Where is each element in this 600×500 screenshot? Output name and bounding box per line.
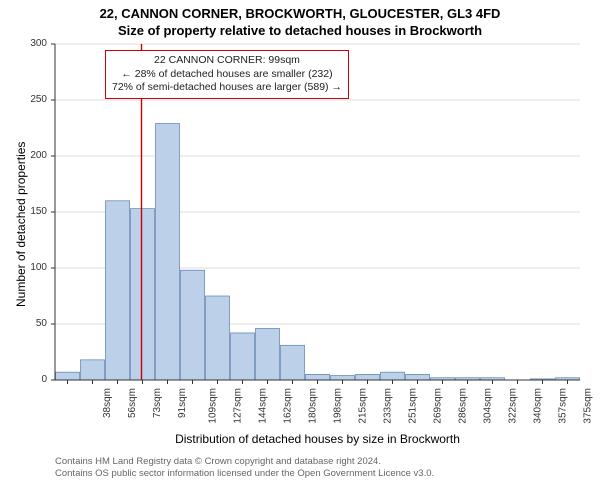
x-tick-label: 251sqm — [407, 388, 418, 424]
footer-line-1: Contains HM Land Registry data © Crown c… — [55, 456, 434, 468]
x-tick-label: 215sqm — [357, 388, 368, 424]
x-tick-label: 73sqm — [152, 388, 163, 418]
annotation-box: 22 CANNON CORNER: 99sqm ← 28% of detache… — [105, 50, 349, 99]
x-tick-label: 233sqm — [382, 388, 393, 424]
y-tick-label: 300 — [17, 38, 47, 49]
x-tick-label: 109sqm — [207, 388, 218, 424]
y-tick-label: 50 — [17, 318, 47, 329]
x-tick-label: 56sqm — [127, 388, 138, 418]
annotation-line-3: 72% of semi-detached houses are larger (… — [112, 81, 342, 95]
x-tick-label: 144sqm — [257, 388, 268, 424]
y-axis-label: Number of detached properties — [14, 142, 28, 307]
x-tick-label: 286sqm — [457, 388, 468, 424]
x-tick-label: 127sqm — [232, 388, 243, 424]
x-tick-label: 340sqm — [532, 388, 543, 424]
x-tick-label: 269sqm — [432, 388, 443, 424]
x-tick-label: 180sqm — [307, 388, 318, 424]
x-tick-label: 375sqm — [582, 388, 593, 424]
x-tick-label: 38sqm — [102, 388, 113, 418]
x-tick-label: 198sqm — [332, 388, 343, 424]
annotation-line-1: 22 CANNON CORNER: 99sqm — [112, 54, 342, 68]
footer-line-2: Contains OS public sector information li… — [55, 468, 434, 480]
chart-container: 22, CANNON CORNER, BROCKWORTH, GLOUCESTE… — [0, 0, 600, 500]
y-tick-label: 250 — [17, 94, 47, 105]
x-tick-label: 304sqm — [482, 388, 493, 424]
y-tick-label: 0 — [17, 374, 47, 385]
footer-attribution: Contains HM Land Registry data © Crown c… — [55, 456, 434, 481]
annotation-line-2: ← 28% of detached houses are smaller (23… — [112, 68, 342, 82]
x-tick-label: 357sqm — [557, 388, 568, 424]
x-tick-label: 162sqm — [282, 388, 293, 424]
x-tick-label: 322sqm — [507, 388, 518, 424]
x-tick-label: 91sqm — [177, 388, 188, 418]
x-axis-label: Distribution of detached houses by size … — [55, 432, 580, 446]
